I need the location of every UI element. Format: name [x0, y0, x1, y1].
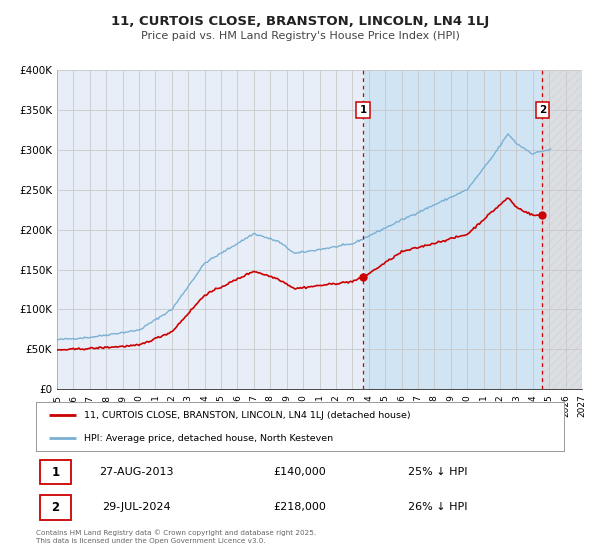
Text: 29-JUL-2024: 29-JUL-2024 [102, 502, 170, 512]
Text: 11, CURTOIS CLOSE, BRANSTON, LINCOLN, LN4 1LJ: 11, CURTOIS CLOSE, BRANSTON, LINCOLN, LN… [111, 15, 489, 28]
Text: £140,000: £140,000 [274, 467, 326, 477]
Text: Contains HM Land Registry data © Crown copyright and database right 2025.
This d: Contains HM Land Registry data © Crown c… [36, 529, 316, 544]
Text: 2: 2 [539, 105, 546, 115]
Text: 2: 2 [52, 501, 59, 514]
Bar [542, 70, 582, 389]
Text: 25% ↓ HPI: 25% ↓ HPI [407, 467, 467, 477]
Text: 1: 1 [52, 465, 59, 479]
Text: 27-AUG-2013: 27-AUG-2013 [99, 467, 173, 477]
Text: £218,000: £218,000 [274, 502, 326, 512]
Text: HPI: Average price, detached house, North Kesteven: HPI: Average price, detached house, Nort… [83, 434, 332, 443]
Bar [363, 70, 542, 389]
Text: Price paid vs. HM Land Registry's House Price Index (HPI): Price paid vs. HM Land Registry's House … [140, 31, 460, 41]
FancyBboxPatch shape [40, 495, 71, 520]
Text: 1: 1 [359, 105, 367, 115]
Text: 26% ↓ HPI: 26% ↓ HPI [407, 502, 467, 512]
Bar [57, 70, 363, 389]
FancyBboxPatch shape [40, 460, 71, 484]
Text: 11, CURTOIS CLOSE, BRANSTON, LINCOLN, LN4 1LJ (detached house): 11, CURTOIS CLOSE, BRANSTON, LINCOLN, LN… [83, 411, 410, 420]
